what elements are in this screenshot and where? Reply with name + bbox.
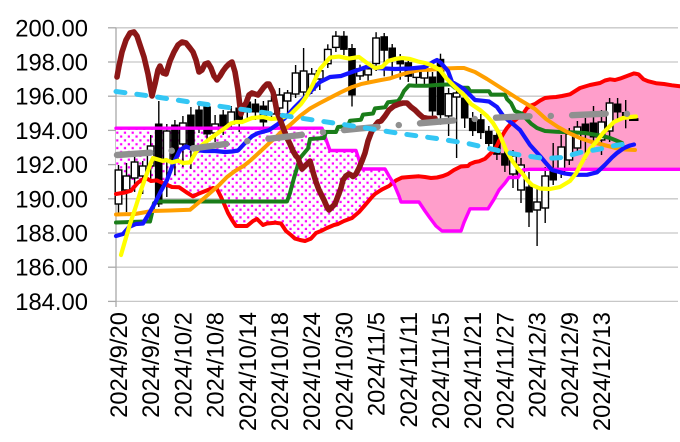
svg-text:190.00: 190.00 [15, 186, 88, 213]
svg-text:2024/11/27: 2024/11/27 [492, 312, 519, 429]
svg-text:2024/10/2: 2024/10/2 [170, 312, 197, 418]
svg-text:2024/10/8: 2024/10/8 [203, 312, 230, 418]
svg-text:192.00: 192.00 [15, 152, 88, 179]
svg-text:2024/10/18: 2024/10/18 [267, 312, 294, 431]
svg-text:2024/10/24: 2024/10/24 [299, 312, 326, 431]
svg-text:188.00: 188.00 [15, 221, 88, 248]
svg-text:184.00: 184.00 [15, 289, 88, 316]
svg-text:198.00: 198.00 [15, 50, 88, 77]
svg-text:2024/11/11: 2024/11/11 [396, 312, 423, 428]
svg-text:2024/12/3: 2024/12/3 [525, 312, 552, 418]
svg-text:2024/9/20: 2024/9/20 [106, 312, 133, 418]
svg-text:2024/10/14: 2024/10/14 [235, 312, 262, 431]
svg-text:2024/10/30: 2024/10/30 [331, 312, 358, 431]
svg-text:200.00: 200.00 [15, 15, 88, 42]
svg-text:2024/9/26: 2024/9/26 [138, 312, 165, 418]
svg-text:2024/11/15: 2024/11/15 [428, 312, 455, 429]
svg-text:2024/11/5: 2024/11/5 [364, 312, 391, 416]
svg-text:194.00: 194.00 [15, 118, 88, 145]
svg-text:2024/11/21: 2024/11/21 [460, 312, 487, 429]
svg-text:186.00: 186.00 [15, 255, 88, 282]
svg-text:2024/12/9: 2024/12/9 [557, 312, 584, 418]
svg-text:2024/12/13: 2024/12/13 [589, 312, 616, 431]
svg-text:196.00: 196.00 [15, 84, 88, 111]
